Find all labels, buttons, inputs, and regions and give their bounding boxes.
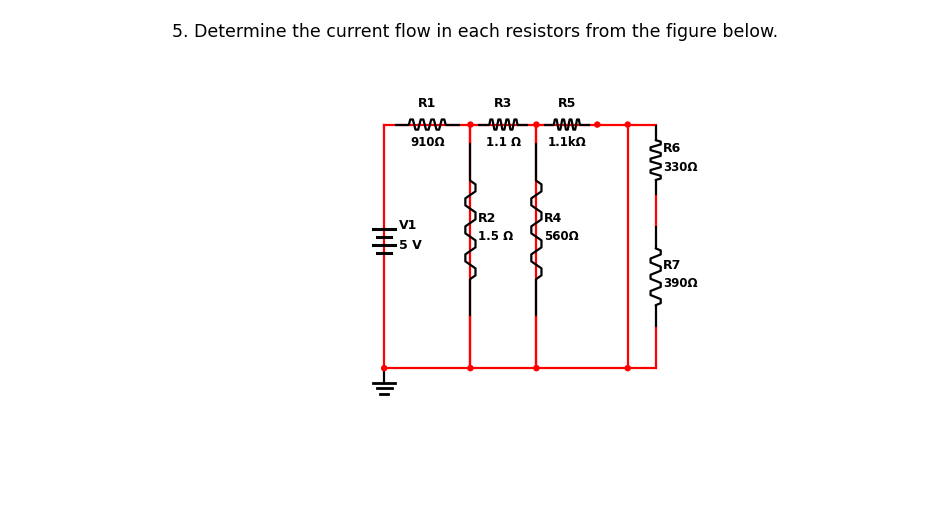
Text: R3: R3	[495, 97, 513, 110]
Circle shape	[381, 366, 387, 371]
Circle shape	[594, 122, 600, 127]
Circle shape	[534, 366, 539, 371]
Text: R6: R6	[663, 143, 681, 155]
Text: 1.5 Ω: 1.5 Ω	[478, 230, 514, 244]
Text: 5 V: 5 V	[399, 239, 422, 252]
Circle shape	[625, 366, 631, 371]
Text: 5. Determine the current flow in each resistors from the figure below.: 5. Determine the current flow in each re…	[172, 23, 779, 41]
Text: R2: R2	[478, 212, 496, 225]
Circle shape	[625, 122, 631, 127]
Text: 560Ω: 560Ω	[544, 230, 579, 244]
Text: 330Ω: 330Ω	[663, 161, 697, 174]
Circle shape	[468, 122, 473, 127]
Circle shape	[468, 366, 473, 371]
Text: V1: V1	[399, 219, 417, 231]
Text: R7: R7	[663, 259, 681, 272]
Text: 390Ω: 390Ω	[663, 278, 697, 290]
Text: R5: R5	[557, 97, 576, 110]
Text: 910Ω: 910Ω	[410, 136, 445, 149]
Text: 1.1 Ω: 1.1 Ω	[486, 136, 521, 149]
Text: R4: R4	[544, 212, 562, 225]
Text: R1: R1	[418, 97, 437, 110]
Text: 1.1kΩ: 1.1kΩ	[548, 136, 586, 149]
Circle shape	[534, 122, 539, 127]
